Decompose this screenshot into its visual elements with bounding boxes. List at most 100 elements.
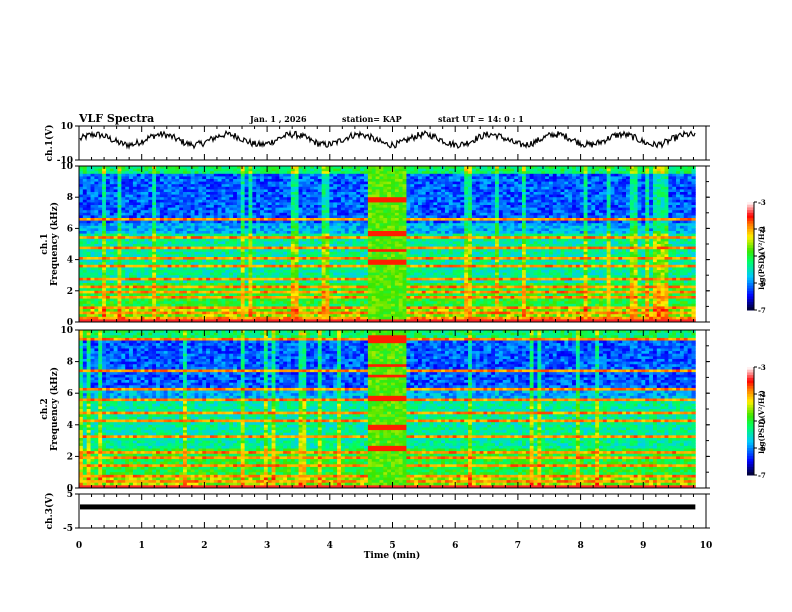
spectrogram-cell [159, 306, 165, 310]
spectrogram-cell [321, 267, 326, 271]
spectrogram-cell [360, 199, 365, 203]
spectrogram-cell [190, 199, 195, 203]
spectrogram-cell [152, 181, 157, 185]
spectrogram-cell [144, 199, 149, 203]
spectrogram-cell [364, 236, 369, 240]
spectrogram-cell [344, 210, 350, 214]
spectrogram-cell [279, 314, 284, 318]
spectrogram-cell [183, 272, 188, 276]
spectrogram-cell [109, 277, 115, 281]
spectrogram-cell [287, 267, 292, 271]
spectrogram-cell [340, 173, 346, 177]
spectrogram-cell [256, 280, 261, 284]
spectrogram-cell [348, 306, 353, 310]
spectrogram-cell [267, 309, 272, 312]
spectrogram-cell [202, 236, 207, 240]
spectrogram-cell [159, 257, 165, 260]
spectrogram-cell [217, 194, 222, 198]
spectrogram-cell [213, 246, 219, 250]
spectrogram-cell [136, 316, 142, 320]
spectrogram-cell [306, 207, 311, 211]
spectrogram-cell [109, 223, 115, 227]
spectrogram-cell [294, 189, 299, 193]
spectrogram-cell [186, 228, 192, 232]
spectrogram-cell [213, 275, 219, 279]
spectrogram-cell [298, 314, 303, 318]
spectrogram-cell [102, 225, 107, 229]
spectrogram-cell [383, 199, 388, 203]
spectrogram-cell [333, 231, 338, 234]
spectrogram-cell [271, 290, 276, 294]
spectrogram-cell [267, 236, 272, 240]
spectrogram-cell [360, 202, 365, 206]
spectrogram-cell [333, 210, 338, 214]
spectrogram-cell [283, 225, 288, 229]
spectrogram-cell [98, 192, 103, 195]
spectrogram-cell [109, 181, 115, 185]
spectrogram-cell [321, 197, 326, 201]
spectrogram-cell [367, 197, 373, 201]
spectrogram-cell [275, 319, 280, 323]
spectrogram-cell [206, 283, 211, 286]
spectrogram-cell [271, 181, 276, 185]
spectrogram-cell [364, 285, 369, 289]
spectrogram-cell [221, 241, 226, 245]
spectrogram-cell [194, 207, 199, 211]
spectrogram-cell [325, 280, 330, 284]
spectrogram-cell [367, 277, 373, 281]
spectrogram-cell [163, 205, 168, 208]
spectrogram-cell [156, 277, 161, 281]
spectrogram-cell [344, 311, 350, 315]
spectrogram-cell [306, 244, 311, 247]
spectrogram-cell [329, 306, 334, 310]
spectrogram-cell [198, 218, 203, 221]
spectrogram-cell [167, 220, 172, 224]
spectrogram-cell [213, 264, 219, 268]
spectrogram-cell [329, 303, 334, 307]
spectrogram-cell [229, 220, 234, 224]
spectrogram-cell [379, 176, 384, 180]
spectrogram-cell [117, 181, 122, 185]
spectrogram-cell [325, 257, 330, 260]
spectrogram-cell [356, 192, 361, 195]
spectrogram-cell [236, 275, 242, 279]
spectrogram-cell [298, 290, 303, 294]
spectrogram-cell [202, 249, 207, 253]
spectrogram-cell [367, 202, 373, 206]
spectrogram-cell [329, 197, 334, 201]
spectrogram-cell [105, 207, 111, 211]
spectrogram-cell [379, 314, 384, 318]
spectrogram-cell [298, 205, 303, 208]
spectrogram-cell [310, 262, 315, 266]
spectrogram-cell [236, 189, 242, 193]
spectrogram-cell [236, 212, 242, 216]
spectrogram-cell [79, 171, 84, 175]
spectrogram-cell [387, 202, 392, 206]
spectrogram-cell [252, 270, 257, 273]
spectrogram-cell [217, 207, 222, 211]
spectrogram-cell [383, 275, 388, 279]
spectrogram-cell [129, 303, 134, 307]
spectrogram-cell [144, 186, 149, 190]
spectrogram-cell [202, 179, 207, 182]
spectrogram-cell [94, 280, 99, 284]
spectrogram-cell [313, 207, 319, 211]
spectrogram-cell [217, 257, 222, 260]
spectrogram-cell [82, 298, 88, 302]
spectrogram-cell [290, 246, 296, 250]
spectrogram-cell [267, 267, 272, 271]
spectrogram-cell [298, 192, 303, 195]
spectrogram-cell [267, 192, 272, 195]
spectrogram-cell [267, 223, 272, 227]
spectrogram-cell [383, 218, 388, 221]
spectrogram-cell [248, 241, 253, 245]
spectrogram-cell [132, 202, 138, 206]
spectrogram-cell [333, 223, 338, 227]
spectrogram-cell [379, 228, 384, 232]
spectrogram-cell [86, 238, 91, 242]
spectrogram-cell [271, 231, 276, 234]
spectrogram-cell [383, 290, 388, 294]
spectrogram-cell [298, 207, 303, 211]
spectrogram-cell [233, 259, 238, 263]
spectrogram-cell [186, 186, 192, 190]
